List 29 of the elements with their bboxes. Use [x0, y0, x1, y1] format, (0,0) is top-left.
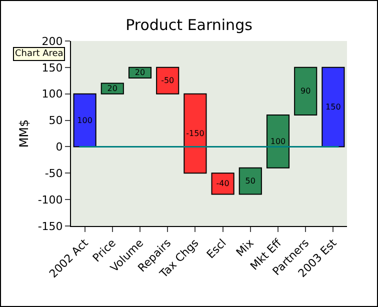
bar — [266, 114, 290, 168]
y-axis-title: MM$ — [17, 119, 32, 148]
y-tick-label: 200 — [42, 34, 63, 48]
data-label: 20 — [107, 84, 118, 94]
data-label: 100 — [270, 136, 286, 146]
bar — [73, 93, 96, 148]
chart-title: Product Earnings — [126, 16, 253, 34]
y-tick-label: 100 — [42, 88, 63, 101]
bar — [238, 167, 262, 195]
data-label: 90 — [300, 86, 311, 96]
data-label: -40 — [216, 179, 230, 188]
bar — [294, 66, 318, 116]
bar — [156, 66, 180, 94]
bar — [184, 93, 207, 174]
bar — [322, 66, 345, 148]
y-tick-label: 0 — [56, 140, 63, 154]
data-label: 50 — [245, 176, 256, 186]
bar — [211, 172, 234, 195]
y-tick-label: -50 — [44, 166, 63, 180]
data-label: 150 — [326, 102, 341, 112]
text: Chart Area — [15, 49, 64, 59]
data-label: 20 — [134, 68, 146, 78]
data-label: -50 — [161, 76, 174, 86]
y-tick-label: 150 — [42, 61, 63, 74]
y-tick-label: 50 — [48, 114, 63, 128]
y-tick-label: -150 — [38, 220, 63, 233]
data-label: 100 — [77, 116, 92, 125]
y-tick-label: -100 — [38, 193, 63, 206]
data-label: -150 — [186, 129, 204, 138]
